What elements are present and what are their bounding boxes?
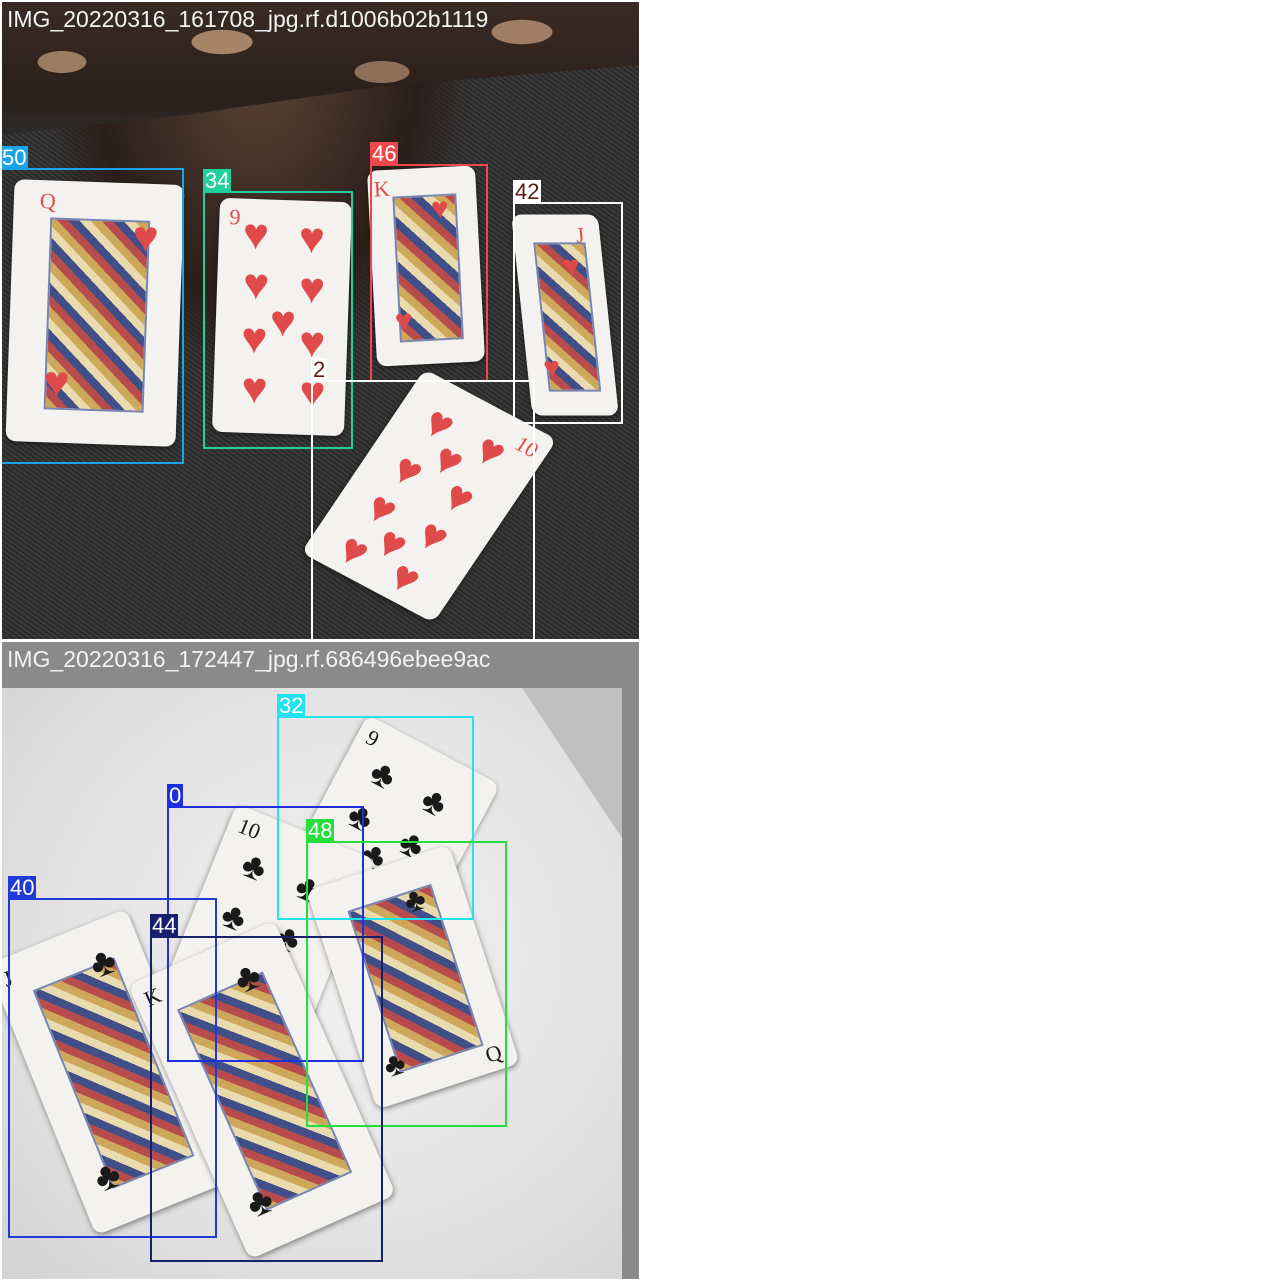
detection-box: 34	[203, 169, 353, 449]
detection-label: 46	[370, 141, 399, 166]
detection-box: 32	[277, 694, 474, 920]
image-tile-2: IMG_20220316_172447_jpg.rf.686496ebee9ac…	[2, 642, 639, 1279]
image-tile-1: IMG_20220316_161708_jpg.rf.d1006b02b1119…	[2, 2, 639, 639]
image-filename: IMG_20220316_172447_jpg.rf.686496ebee9ac	[7, 646, 491, 672]
detection-box: 46	[370, 142, 488, 382]
detection-label: 32	[277, 693, 306, 718]
detection-box: 2	[311, 358, 535, 639]
detection-box: 40	[8, 876, 217, 1238]
detection-label: 40	[8, 875, 37, 900]
detection-label: 0	[167, 783, 184, 808]
detection-box: 44	[150, 914, 383, 1262]
image-filename: IMG_20220316_161708_jpg.rf.d1006b02b1119	[7, 6, 489, 32]
detection-label: 34	[203, 168, 232, 193]
detection-box: 42	[513, 180, 623, 424]
detection-box: 50	[2, 146, 184, 464]
detection-label: 42	[513, 179, 542, 204]
detection-box: 48	[306, 819, 507, 1127]
detection-label: 48	[306, 818, 335, 843]
detection-label: 2	[311, 357, 328, 382]
detection-label: 50	[2, 145, 29, 170]
detection-label: 44	[150, 913, 179, 938]
